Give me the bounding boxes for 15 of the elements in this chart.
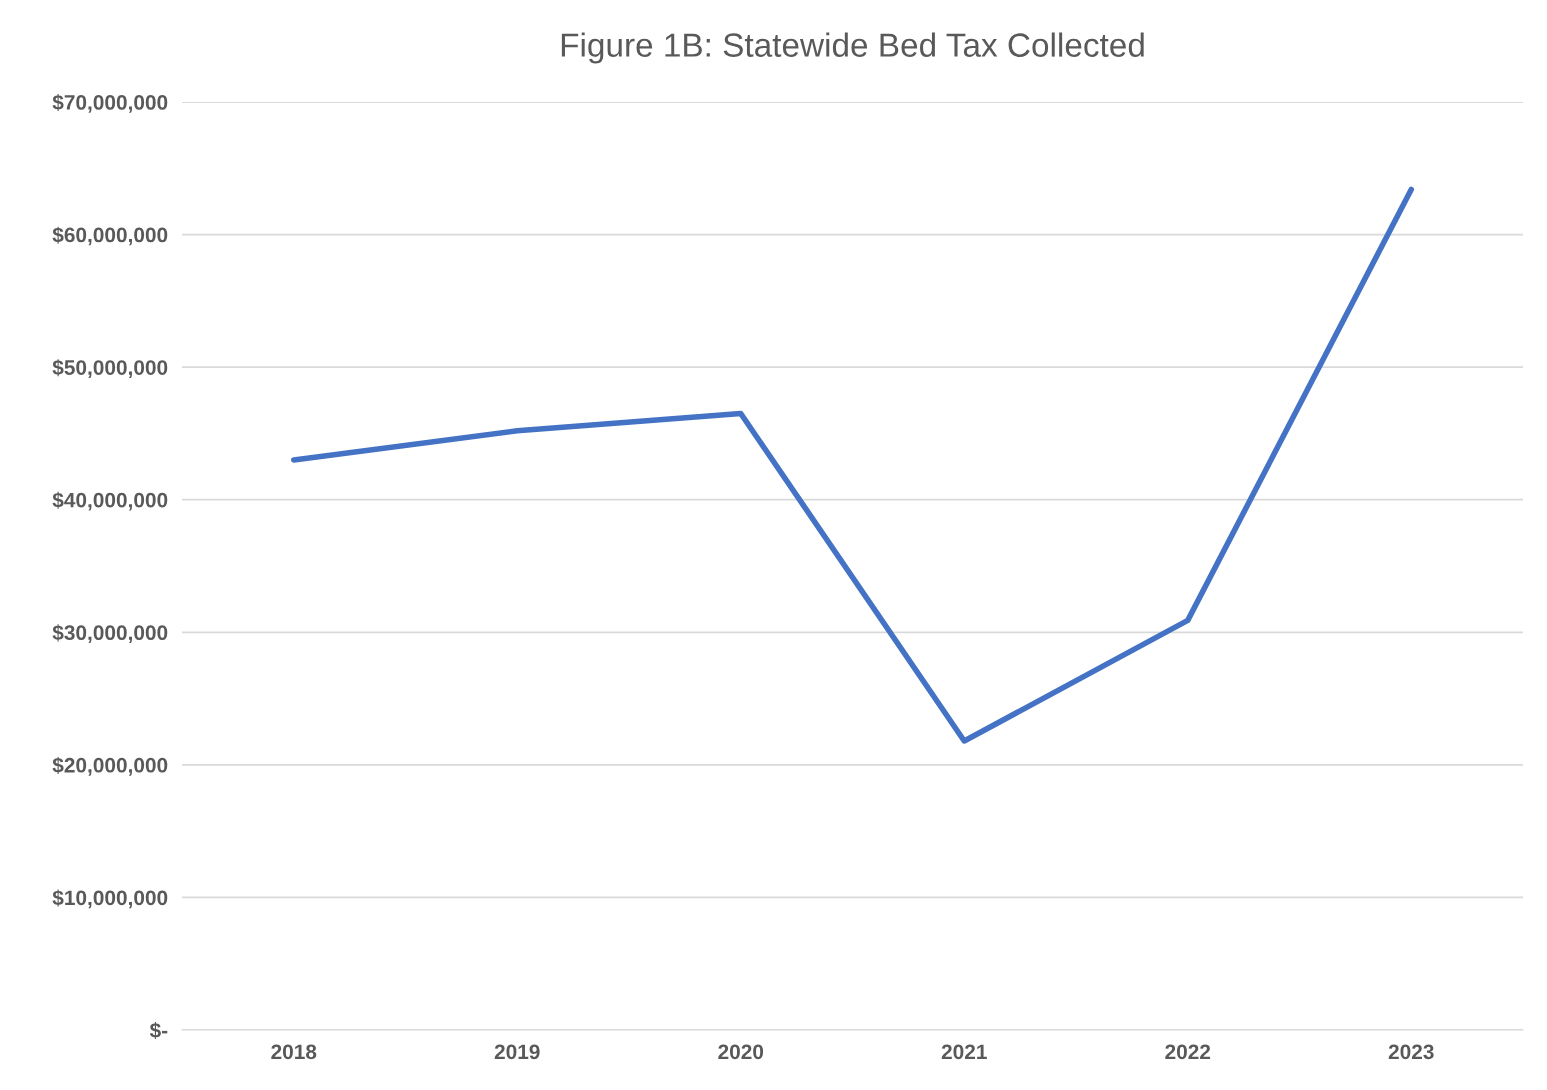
x-tick-label: 2022 — [1165, 1044, 1211, 1060]
x-tick-label: 2018 — [271, 1044, 317, 1060]
y-tick-label: $50,000,000 — [52, 359, 168, 378]
y-tick-label: $- — [149, 1022, 168, 1040]
y-tick-label: $30,000,000 — [52, 624, 168, 644]
chart-title: Figure 1B: Statewide Bed Tax Collected — [561, 32, 1144, 64]
y-tick-label: $70,000,000 — [52, 94, 168, 113]
x-tick-label: 2019 — [494, 1044, 540, 1060]
y-tick-label: $40,000,000 — [52, 491, 168, 511]
x-tick-label: 2023 — [1388, 1044, 1434, 1060]
y-tick-label: $60,000,000 — [52, 226, 168, 246]
x-tick-label: 2021 — [941, 1044, 987, 1060]
y-tick-label: $20,000,000 — [52, 756, 168, 776]
x-tick-label: 2020 — [718, 1044, 764, 1060]
y-tick-label: $10,000,000 — [52, 889, 168, 909]
